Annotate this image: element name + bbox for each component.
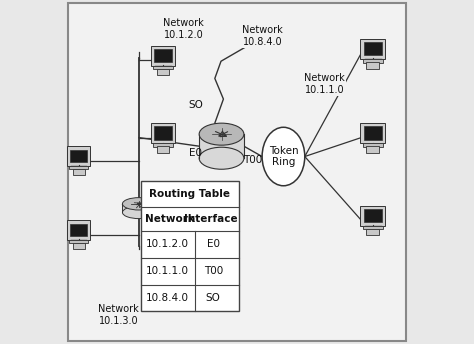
FancyBboxPatch shape xyxy=(366,62,379,68)
FancyBboxPatch shape xyxy=(68,3,406,341)
FancyBboxPatch shape xyxy=(363,59,383,63)
FancyBboxPatch shape xyxy=(364,209,382,222)
FancyBboxPatch shape xyxy=(156,146,170,153)
FancyBboxPatch shape xyxy=(156,69,170,75)
Ellipse shape xyxy=(122,206,155,219)
Text: Token
Ring: Token Ring xyxy=(269,146,298,167)
Ellipse shape xyxy=(122,197,155,210)
FancyBboxPatch shape xyxy=(153,143,173,147)
Ellipse shape xyxy=(199,123,244,145)
FancyBboxPatch shape xyxy=(366,146,379,153)
Text: E0: E0 xyxy=(189,148,202,158)
FancyBboxPatch shape xyxy=(73,243,85,249)
FancyBboxPatch shape xyxy=(363,143,383,147)
FancyBboxPatch shape xyxy=(361,123,385,143)
Text: Network: Network xyxy=(145,214,195,224)
FancyBboxPatch shape xyxy=(67,221,91,240)
FancyBboxPatch shape xyxy=(141,181,239,311)
FancyBboxPatch shape xyxy=(69,240,88,243)
Text: 10.1.1.0: 10.1.1.0 xyxy=(146,266,189,276)
Text: Routing Table: Routing Table xyxy=(149,189,230,199)
Text: SO: SO xyxy=(206,293,221,303)
Polygon shape xyxy=(122,204,155,213)
Text: Network
10.1.1.0: Network 10.1.1.0 xyxy=(304,74,345,95)
FancyBboxPatch shape xyxy=(67,147,91,166)
Text: Network
10.8.4.0: Network 10.8.4.0 xyxy=(242,25,283,47)
Text: 10.1.2.0: 10.1.2.0 xyxy=(146,239,189,249)
Text: T00: T00 xyxy=(243,155,262,165)
FancyBboxPatch shape xyxy=(364,127,382,140)
Text: Network
10.1.2.0: Network 10.1.2.0 xyxy=(164,19,204,40)
FancyBboxPatch shape xyxy=(154,49,172,62)
Text: T00: T00 xyxy=(204,266,223,276)
FancyBboxPatch shape xyxy=(69,166,88,169)
FancyBboxPatch shape xyxy=(154,127,172,140)
FancyBboxPatch shape xyxy=(73,169,85,175)
Text: Interface: Interface xyxy=(184,214,238,224)
FancyBboxPatch shape xyxy=(361,39,385,59)
FancyBboxPatch shape xyxy=(364,42,382,55)
FancyBboxPatch shape xyxy=(70,150,87,162)
FancyBboxPatch shape xyxy=(153,66,173,69)
Ellipse shape xyxy=(199,147,244,169)
Text: Network
10.1.3.0: Network 10.1.3.0 xyxy=(98,304,139,325)
Text: SO: SO xyxy=(188,100,203,110)
FancyBboxPatch shape xyxy=(361,206,385,226)
FancyBboxPatch shape xyxy=(70,224,87,236)
FancyBboxPatch shape xyxy=(363,226,383,229)
Polygon shape xyxy=(199,134,244,158)
FancyBboxPatch shape xyxy=(366,229,379,235)
Text: 10.8.4.0: 10.8.4.0 xyxy=(146,293,189,303)
Ellipse shape xyxy=(262,127,305,186)
FancyBboxPatch shape xyxy=(151,46,175,66)
Text: E0: E0 xyxy=(207,239,220,249)
FancyBboxPatch shape xyxy=(151,123,175,143)
